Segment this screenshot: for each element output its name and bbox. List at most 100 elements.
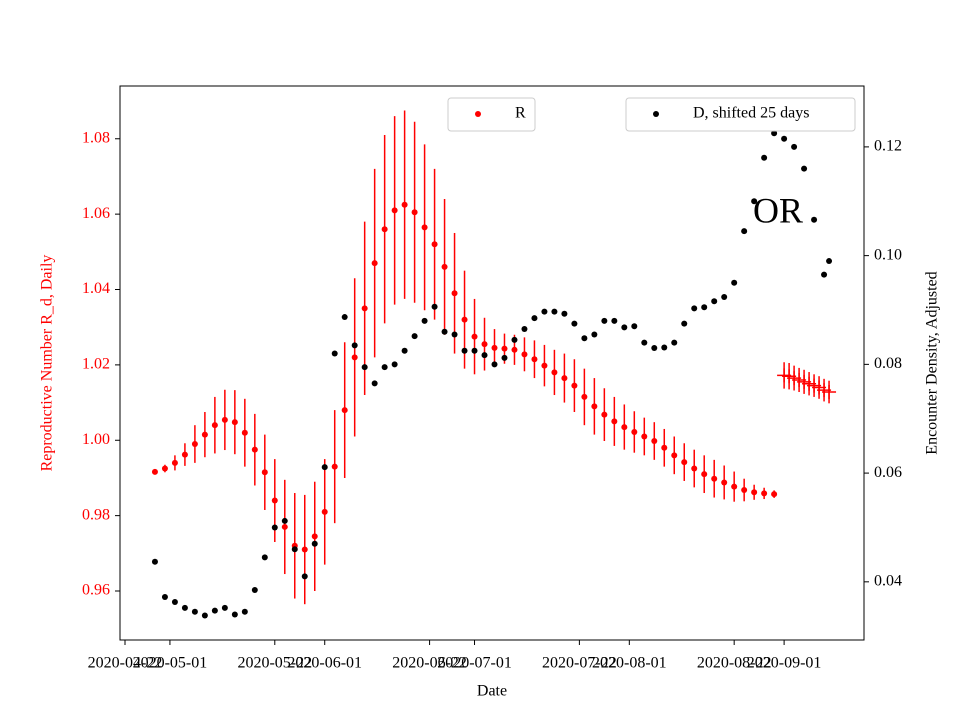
point: [401, 347, 408, 354]
point: [331, 463, 338, 470]
point: [741, 228, 748, 235]
point: [341, 314, 348, 321]
y2-tick-label: 0.06: [874, 464, 902, 481]
point: [381, 226, 388, 233]
point: [281, 517, 288, 524]
point: [751, 489, 758, 496]
x-tick-label: 2020-05-01: [133, 655, 208, 672]
point: [561, 310, 568, 317]
point: [451, 290, 458, 297]
point: [311, 533, 318, 540]
point: [371, 260, 378, 267]
point: [731, 483, 738, 490]
point: [591, 331, 598, 338]
point: [211, 422, 218, 429]
point: [151, 468, 158, 475]
point: [691, 305, 698, 312]
point: [826, 258, 833, 265]
plot-frame: [119, 85, 865, 641]
y2-tick-label: 0.12: [874, 138, 902, 155]
point: [171, 598, 178, 605]
point: [781, 135, 788, 142]
annotation: OR: [753, 190, 803, 230]
point: [541, 362, 548, 369]
point: [291, 546, 298, 553]
point: [561, 375, 568, 382]
point: [251, 446, 258, 453]
point: [391, 207, 398, 214]
point: [321, 464, 328, 471]
point: [331, 350, 338, 357]
point: [711, 475, 718, 482]
y2-tick-label: 0.08: [874, 355, 902, 372]
legend-marker: [475, 111, 481, 117]
point: [481, 352, 488, 359]
point: [531, 315, 538, 322]
point: [551, 369, 558, 376]
point: [161, 594, 168, 601]
point: [731, 279, 738, 286]
point: [431, 241, 438, 248]
point: [761, 490, 768, 497]
y-tick-label: 1.04: [82, 280, 110, 297]
point: [691, 465, 698, 472]
point: [441, 263, 448, 270]
point: [231, 419, 238, 426]
point: [321, 508, 328, 515]
x-tick-label: 2020-09-01: [747, 655, 822, 672]
point: [411, 209, 418, 216]
point: [311, 540, 318, 547]
point: [431, 303, 438, 310]
point: [461, 316, 468, 323]
cross-marker: [822, 385, 837, 400]
point: [681, 320, 688, 327]
point: [511, 346, 518, 353]
point: [501, 354, 508, 361]
legend-box: [447, 97, 536, 132]
point: [221, 604, 228, 611]
point: [421, 317, 428, 324]
point: [391, 361, 398, 368]
point: [301, 573, 308, 580]
x-tick-label: 2020-06-22: [392, 655, 467, 672]
point: [761, 154, 768, 161]
point: [271, 524, 278, 531]
point: [261, 554, 268, 561]
y-tick-label: 1.02: [82, 356, 110, 373]
point: [571, 320, 578, 327]
x-tick-label: 2020-08-01: [592, 655, 667, 672]
point: [261, 469, 268, 476]
point: [361, 305, 368, 312]
point: [521, 351, 528, 358]
y-tick-label: 0.96: [82, 582, 110, 599]
point: [481, 341, 488, 348]
point: [581, 335, 588, 342]
point: [181, 451, 188, 458]
point: [611, 317, 618, 324]
y-axis-label: Reproductive Number R_d, Daily: [39, 255, 56, 472]
point: [651, 438, 658, 445]
point: [621, 324, 628, 331]
point: [251, 586, 258, 593]
point: [521, 326, 528, 333]
point: [701, 304, 708, 311]
point: [711, 298, 718, 305]
point: [741, 487, 748, 494]
point: [641, 433, 648, 440]
point: [471, 347, 478, 354]
point: [161, 465, 168, 472]
point: [661, 444, 668, 451]
point: [511, 336, 518, 343]
point: [241, 608, 248, 615]
x-axis-label: Date: [477, 683, 507, 700]
point: [721, 479, 728, 486]
point: [791, 143, 798, 150]
point: [811, 216, 818, 223]
point: [401, 201, 408, 208]
point: [601, 317, 608, 324]
point: [361, 364, 368, 371]
point: [771, 491, 778, 498]
point: [351, 342, 358, 349]
point: [601, 411, 608, 418]
point: [181, 604, 188, 611]
